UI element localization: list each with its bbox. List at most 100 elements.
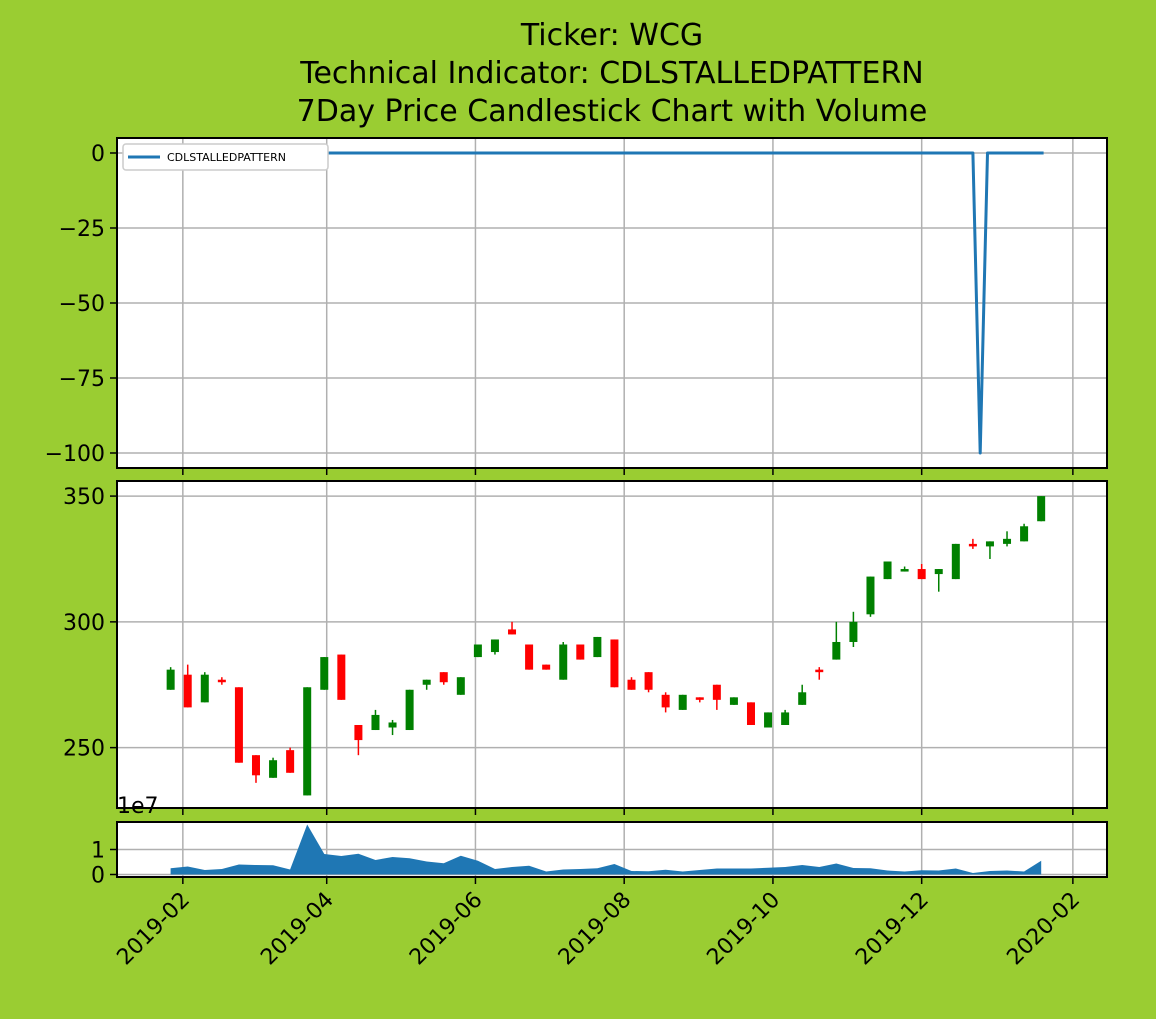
candle-12	[371, 709, 380, 731]
candle-42	[883, 561, 892, 580]
candle-body-32	[712, 684, 721, 700]
candle-body-25	[593, 636, 602, 658]
candlestick-ytick-label-0: 250	[63, 737, 105, 762]
candle-body-47	[968, 543, 977, 547]
candle-body-29	[661, 694, 670, 708]
candle-body-24	[576, 644, 585, 660]
candle-44	[917, 564, 926, 580]
candle-body-21	[525, 644, 534, 670]
candle-body-3	[217, 679, 226, 683]
candle-body-11	[354, 724, 363, 741]
candle-body-6	[269, 760, 278, 778]
candle-body-18	[473, 644, 482, 658]
candle-body-7	[286, 750, 295, 773]
candle-body-39	[832, 641, 841, 660]
candle-body-38	[815, 669, 824, 673]
candle-4	[234, 687, 243, 763]
candle-23	[559, 641, 568, 680]
candle-body-36	[781, 712, 790, 725]
volume-ytick-label-1: 1	[91, 839, 105, 864]
indicator-ytick-label-4: −100	[45, 442, 105, 467]
candle-18	[473, 644, 482, 658]
candle-5	[251, 755, 260, 783]
candle-20	[508, 621, 517, 635]
candle-48	[985, 541, 994, 559]
candle-3	[217, 677, 226, 685]
candlestick-x-tick-marks	[182, 808, 1074, 815]
candle-1	[183, 664, 192, 708]
candle-body-0	[166, 669, 175, 690]
candle-43	[900, 566, 909, 572]
legend-box	[122, 143, 329, 171]
candle-36	[781, 709, 790, 725]
candle-46	[951, 543, 960, 580]
candle-51	[1037, 496, 1046, 522]
volume-frame	[116, 821, 1108, 878]
candle-39	[832, 621, 841, 660]
candle-body-27	[627, 679, 636, 690]
candle-body-9	[320, 657, 329, 690]
candle-body-10	[337, 654, 346, 700]
candle-body-26	[610, 639, 619, 688]
candle-body-46	[951, 543, 960, 580]
indicator-panel: 0 −25 −50 −75 −100 CDLSTALLEDPATTERN	[45, 137, 1108, 475]
candle-body-44	[917, 569, 926, 580]
candle-7	[286, 747, 295, 773]
candle-9	[320, 657, 329, 690]
candle-10	[337, 654, 346, 700]
candle-body-51	[1037, 496, 1046, 522]
volume-series	[170, 824, 1042, 875]
candle-14	[405, 689, 414, 731]
candle-body-41	[866, 576, 875, 615]
volume-ytick-label-0: 0	[91, 864, 105, 889]
candle-11	[354, 724, 363, 756]
candle-body-5	[251, 755, 260, 776]
candle-27	[627, 677, 636, 690]
candle-body-13	[388, 722, 397, 728]
candle-40	[849, 611, 858, 648]
legend-label: CDLSTALLEDPATTERN	[167, 151, 286, 164]
candlestick-grid	[117, 481, 1107, 808]
title-line-indicator: Technical Indicator: CDLSTALLEDPATTERN	[299, 56, 924, 91]
volume-scale-label: 1e7	[117, 794, 159, 819]
candle-41	[866, 576, 875, 617]
candle-8	[303, 687, 312, 796]
candlestick-panel: 250 300 350	[63, 480, 1108, 815]
indicator-y-ticks: 0 −25 −50 −75 −100	[45, 142, 117, 467]
candle-22	[542, 664, 551, 670]
candle-body-35	[764, 712, 773, 728]
candlestick-ytick-label-2: 350	[63, 485, 105, 510]
candle-19	[490, 639, 499, 655]
candlestick-series	[166, 496, 1046, 796]
candle-body-19	[490, 639, 499, 653]
candle-body-48	[985, 541, 994, 547]
candle-37	[798, 684, 807, 705]
candle-32	[712, 684, 721, 710]
candle-35	[764, 712, 773, 728]
candle-body-31	[695, 697, 704, 700]
candle-body-12	[371, 714, 380, 731]
title-line-description: 7Day Price Candlestick Chart with Volume	[297, 94, 928, 129]
candle-28	[644, 672, 653, 693]
candle-body-43	[900, 569, 909, 572]
candle-body-23	[559, 644, 568, 680]
indicator-frame	[116, 137, 1108, 469]
candle-body-15	[422, 679, 431, 685]
candle-body-37	[798, 692, 807, 705]
candle-47	[968, 538, 977, 549]
candle-45	[934, 569, 943, 592]
candle-body-45	[934, 569, 943, 575]
candle-2	[200, 672, 209, 703]
candle-body-28	[644, 672, 653, 690]
candlestick-ytick-label-1: 300	[63, 611, 105, 636]
candle-30	[678, 694, 687, 710]
candle-0	[166, 667, 175, 690]
candle-21	[525, 644, 534, 670]
candle-body-22	[542, 664, 551, 670]
indicator-line	[170, 151, 1044, 455]
title-line-ticker: Ticker: WCG	[520, 18, 703, 53]
candle-24	[576, 644, 585, 660]
candle-31	[695, 697, 704, 703]
legend: CDLSTALLEDPATTERN	[122, 143, 329, 171]
candle-34	[746, 702, 755, 725]
